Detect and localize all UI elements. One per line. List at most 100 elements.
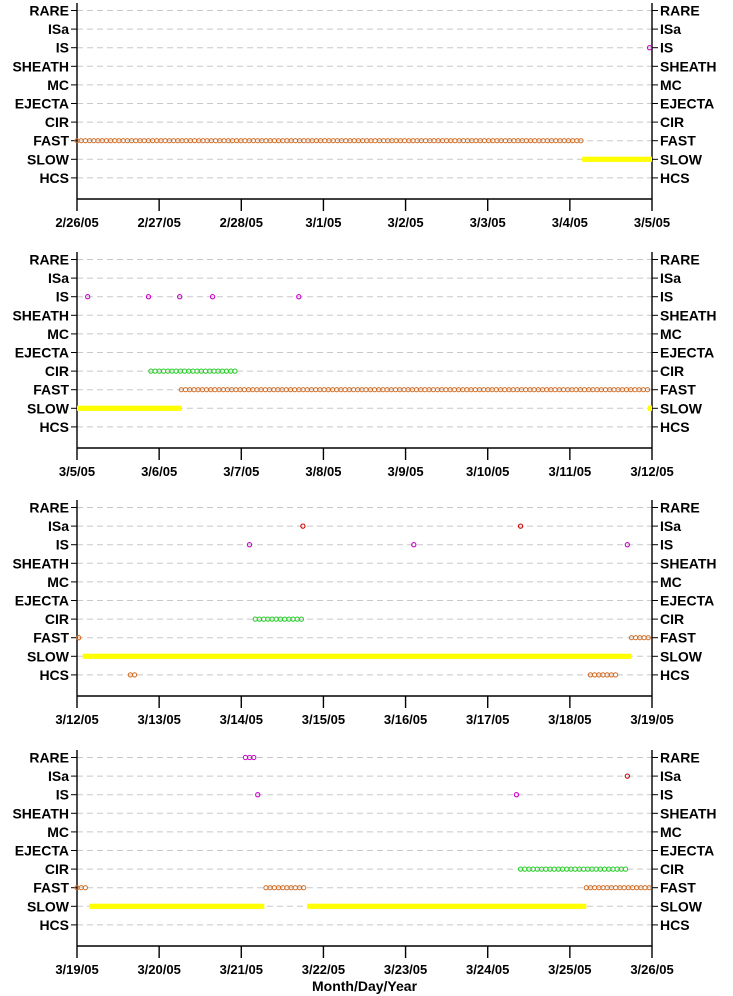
y-tick-label-left: SLOW [27, 898, 70, 914]
y-tick-label-right: SLOW [660, 898, 703, 914]
data-point-cir [298, 616, 305, 622]
y-tick-label-right: MC [660, 574, 682, 590]
chart-panel-4: RARE RARE ISa ISa IS IS SHEATH SHEATH MC MC EJECTA… [12, 750, 716, 995]
x-tick-label: 3/24/05 [466, 962, 509, 977]
y-tick-label-left: FAST [33, 133, 69, 149]
series-segment-slow [89, 903, 265, 909]
y-tick-label-left: ISa [48, 270, 69, 286]
y-tick-label-right: SHEATH [660, 805, 717, 821]
data-point-cir [252, 616, 258, 622]
data-point-is [255, 792, 261, 798]
x-tick-label: 3/18/05 [548, 712, 591, 727]
data-point-rare [251, 754, 257, 761]
x-tick-label: 3/17/05 [466, 712, 509, 727]
data-point-fast [602, 387, 609, 393]
data-point-is [209, 294, 216, 300]
y-tick-label-right: FAST [660, 382, 696, 398]
y-tick-label-right: HCS [660, 170, 690, 186]
data-point-is [296, 294, 302, 300]
x-axis-title: Month/Day/Year [312, 978, 418, 994]
y-tick-label-left: MC [47, 326, 69, 342]
y-tick-label-right: RARE [660, 750, 700, 766]
y-tick-label-left: SHEATH [12, 805, 69, 821]
data-point-fast [581, 387, 588, 393]
data-point-fast [502, 138, 508, 144]
data-point-cir [152, 368, 158, 374]
data-point-cir [572, 866, 578, 872]
data-point-is [85, 294, 91, 300]
data-point-fast [82, 885, 89, 891]
y-tick-label-left: IS [56, 787, 69, 803]
y-tick-label-right: FAST [660, 133, 696, 149]
data-point-isa [624, 773, 631, 779]
y-tick-label-right: ISa [660, 21, 681, 37]
y-tick-label-left: CIR [45, 363, 69, 379]
y-tick-label-left: ISa [48, 768, 69, 784]
data-point-is [411, 542, 417, 548]
data-point-isa [300, 523, 306, 529]
data-point-fast [552, 387, 558, 393]
data-point-fast [402, 138, 408, 144]
series-segment-slow [582, 156, 652, 162]
data-point-fast [472, 387, 478, 393]
y-tick-label-left: RARE [29, 500, 69, 516]
data-point-fast [502, 387, 508, 393]
y-tick-label-right: CIR [660, 611, 684, 627]
y-tick-label-right: IS [660, 537, 673, 553]
y-tick-label-left: EJECTA [15, 593, 69, 609]
data-point-fast [322, 138, 328, 144]
y-tick-label-right: HCS [660, 667, 690, 683]
y-tick-label-right: HCS [660, 917, 690, 933]
data-point-is [246, 542, 253, 548]
series-segment-slow [77, 405, 182, 411]
data-point-fast [192, 138, 198, 144]
y-tick-label-left: HCS [39, 917, 69, 933]
y-tick-label-right: SHEATH [660, 555, 717, 571]
x-tick-label: 3/23/05 [384, 962, 427, 977]
x-tick-label: 3/26/05 [630, 962, 673, 977]
y-tick-label-left: CIR [45, 861, 69, 877]
data-point-fast [578, 138, 584, 144]
data-point-fast [182, 387, 189, 393]
y-tick-label-left: CIR [45, 114, 69, 130]
y-tick-label-left: EJECTA [15, 345, 69, 361]
data-point-fast [644, 387, 651, 393]
y-tick-label-right: IS [660, 787, 673, 803]
data-point-fast [292, 138, 298, 144]
y-tick-label-right: SLOW [660, 648, 703, 664]
x-tick-label: 3/14/05 [220, 712, 263, 727]
y-tick-label-right: FAST [660, 880, 696, 896]
data-point-fast [75, 635, 82, 641]
y-tick-label-left: HCS [39, 170, 69, 186]
data-point-hcs [612, 672, 619, 678]
y-tick-label-left: FAST [33, 880, 69, 896]
x-tick-label: 3/2/05 [387, 215, 423, 230]
x-tick-label: 3/1/05 [305, 215, 341, 230]
y-tick-label-left: FAST [33, 630, 69, 646]
y-tick-label-left: SLOW [27, 648, 70, 664]
y-tick-label-right: CIR [660, 861, 684, 877]
y-tick-label-left: HCS [39, 667, 69, 683]
data-point-cir [202, 368, 209, 374]
y-tick-label-right: CIR [660, 114, 684, 130]
y-tick-label-right: RARE [660, 3, 700, 19]
x-tick-label: 3/3/05 [470, 215, 506, 230]
data-point-is [513, 792, 520, 798]
x-tick-label: 3/8/05 [305, 464, 341, 479]
y-tick-label-right: ISa [660, 768, 681, 784]
data-point-fast [645, 635, 651, 641]
y-tick-label-right: MC [660, 77, 682, 93]
y-tick-label-left: SHEATH [12, 555, 69, 571]
data-point-cir [232, 368, 238, 374]
data-point-fast [82, 138, 89, 144]
x-tick-label: 3/20/05 [137, 962, 180, 977]
data-point-fast [342, 387, 348, 393]
y-tick-label-right: EJECTA [660, 843, 714, 859]
x-tick-label: 3/11/05 [549, 464, 592, 479]
x-tick-label: 3/6/05 [141, 464, 177, 479]
data-point-fast [452, 138, 458, 144]
data-point-fast [392, 387, 399, 393]
series-segment-slow [307, 903, 587, 909]
y-tick-label-left: ISa [48, 21, 69, 37]
y-tick-label-left: ISa [48, 518, 69, 534]
